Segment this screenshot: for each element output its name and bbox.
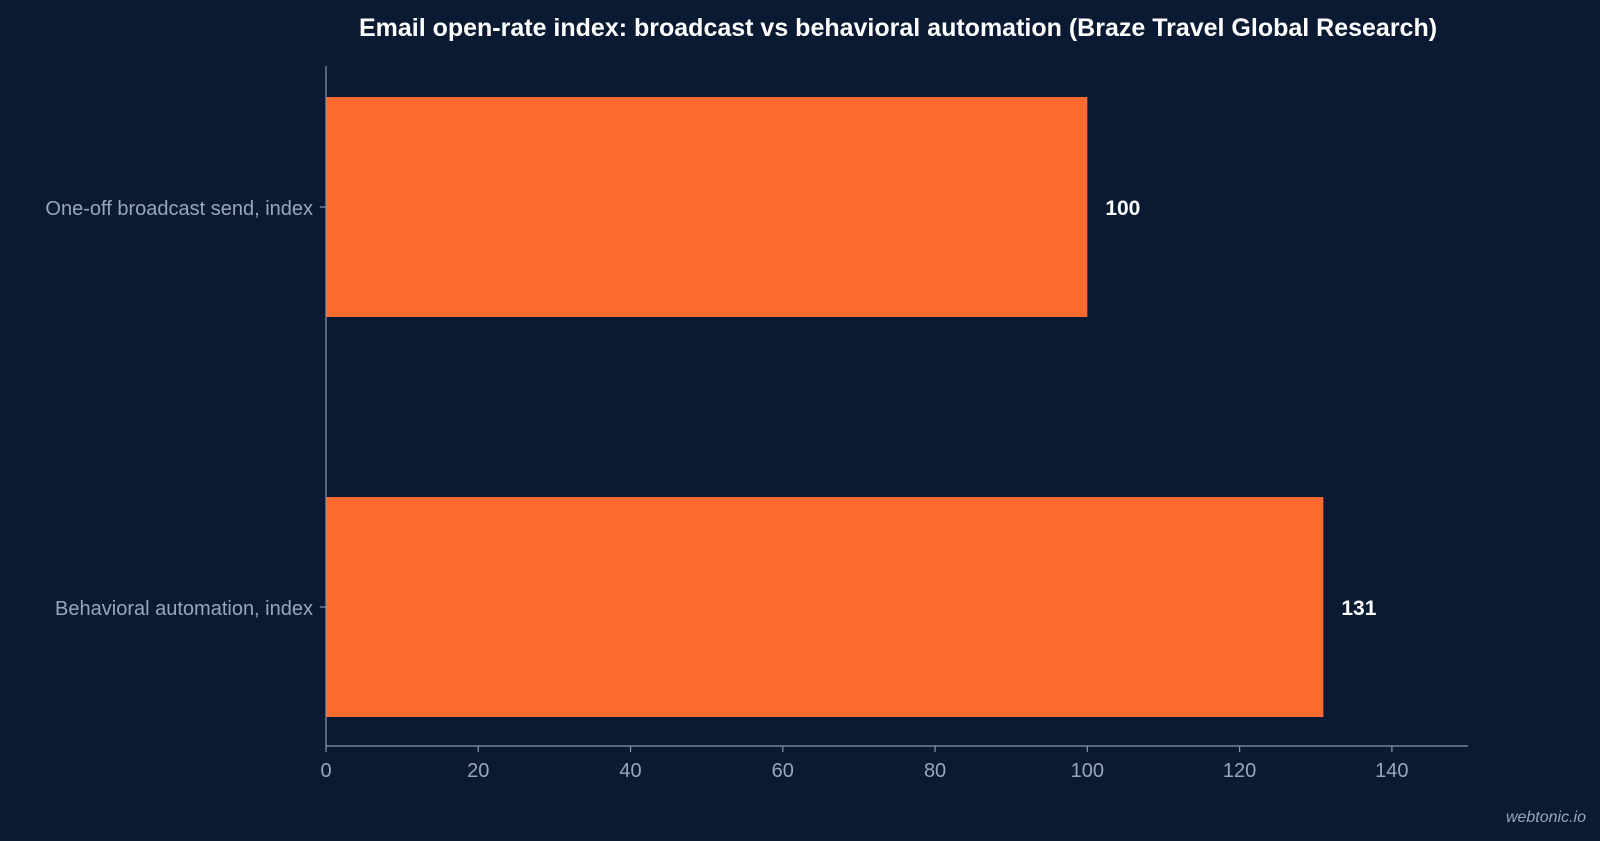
x-tick-label-1: 20: [467, 760, 489, 782]
category-label-0: One-off broadcast send, index: [45, 198, 313, 220]
x-tick-label-6: 120: [1223, 760, 1256, 782]
category-label-1: Behavioral automation, index: [55, 598, 313, 620]
x-tick-label-2: 40: [619, 760, 641, 782]
bar-1: [326, 497, 1324, 717]
x-tick-label-7: 140: [1375, 760, 1408, 782]
value-label-1: 131: [1341, 597, 1376, 620]
x-tick-label-4: 80: [924, 760, 946, 782]
chart-title: Email open-rate index: broadcast vs beha…: [359, 14, 1437, 42]
value-label-0: 100: [1105, 197, 1140, 220]
bar-0: [326, 97, 1088, 317]
x-tick-label-3: 60: [772, 760, 794, 782]
x-tick-label-5: 100: [1071, 760, 1104, 782]
watermark: webtonic.io: [1505, 809, 1586, 826]
x-tick-label-0: 0: [320, 760, 331, 782]
